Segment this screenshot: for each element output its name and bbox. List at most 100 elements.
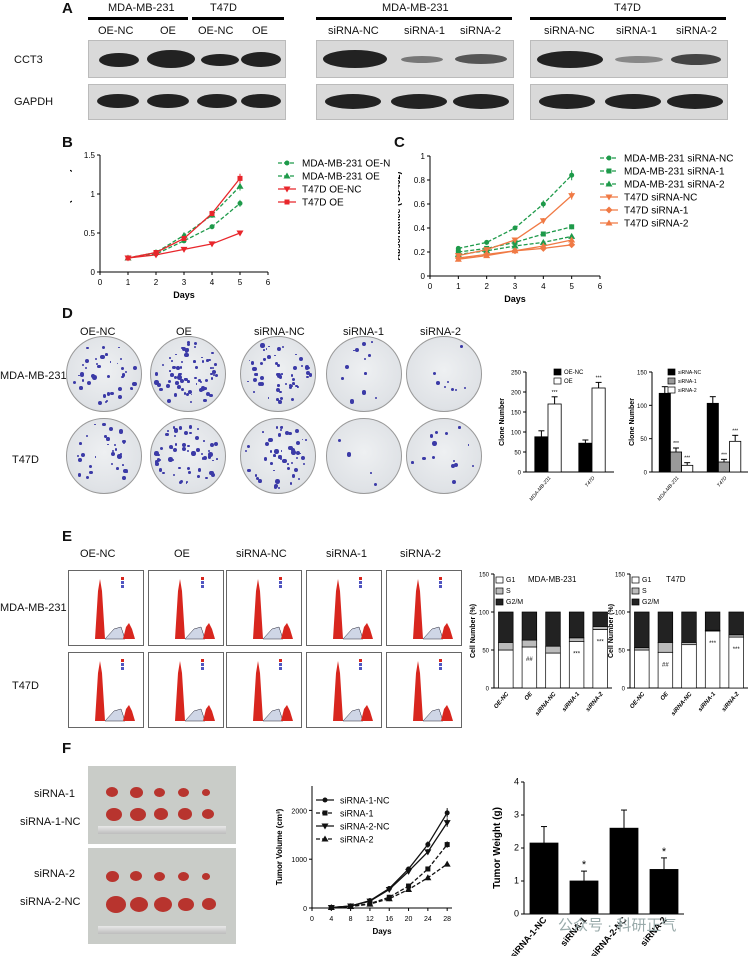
colony bbox=[210, 377, 213, 380]
colony-row-label: T47D bbox=[12, 454, 39, 466]
legend-swatch bbox=[279, 585, 282, 588]
legend-swatch bbox=[631, 587, 640, 595]
legend-label: OE bbox=[564, 379, 573, 385]
colony bbox=[111, 452, 116, 457]
g1-peak bbox=[253, 661, 263, 721]
colony bbox=[187, 340, 191, 344]
data-point bbox=[569, 172, 575, 178]
blot-group-label: MDA-MB-231 bbox=[382, 2, 449, 14]
blot-cct3-mid bbox=[316, 40, 514, 78]
colony bbox=[117, 395, 122, 399]
data-point bbox=[236, 230, 244, 237]
colony bbox=[85, 475, 90, 479]
legend-label: T47D siRNA-1 bbox=[624, 206, 689, 217]
facs-col-label: siRNA-1 bbox=[326, 548, 367, 560]
y-tick-label: 0 bbox=[644, 471, 648, 477]
colony bbox=[267, 397, 270, 399]
data-point bbox=[569, 224, 575, 230]
chart-title: MDA-MB-231 bbox=[528, 575, 577, 584]
colony bbox=[102, 422, 107, 427]
bar-segment bbox=[498, 649, 514, 689]
legend-label: S bbox=[506, 588, 511, 595]
lane-label: OE bbox=[252, 25, 268, 37]
colony bbox=[201, 360, 204, 363]
bar-segment bbox=[681, 644, 697, 689]
bar-segment bbox=[545, 645, 561, 654]
blot-cct3-left bbox=[88, 40, 286, 78]
colony bbox=[291, 461, 293, 464]
data-point bbox=[347, 903, 355, 910]
colony bbox=[186, 343, 190, 347]
data-point bbox=[125, 255, 131, 261]
colony bbox=[169, 456, 172, 459]
panel-letter-e: E bbox=[62, 528, 73, 545]
x-tick-label: 6 bbox=[266, 278, 271, 287]
x-tick-label: T47D bbox=[584, 475, 597, 489]
colony bbox=[197, 379, 201, 383]
colony bbox=[297, 478, 300, 481]
colony bbox=[104, 435, 107, 438]
colony bbox=[168, 370, 171, 372]
colony bbox=[186, 380, 190, 383]
colony bbox=[191, 451, 196, 456]
data-point bbox=[568, 232, 576, 239]
y-tick-label: 150 bbox=[637, 371, 648, 377]
data-point bbox=[153, 250, 159, 255]
tumor bbox=[106, 895, 127, 913]
colony bbox=[178, 466, 181, 470]
colony bbox=[106, 374, 110, 378]
y-tick-label: 250 bbox=[511, 371, 522, 377]
data-point bbox=[425, 842, 431, 848]
g1-peak bbox=[175, 579, 185, 639]
legend-swatch bbox=[121, 585, 124, 588]
significance-label: *** bbox=[709, 641, 717, 647]
culture-dish bbox=[66, 418, 142, 494]
panel-letter-a: A bbox=[62, 0, 73, 17]
colony bbox=[374, 482, 378, 486]
colony bbox=[213, 441, 219, 447]
tumor-photo-top bbox=[88, 766, 236, 844]
facs-col-label: OE-NC bbox=[80, 548, 116, 560]
legend-marker bbox=[605, 206, 613, 214]
x-tick-label: 20 bbox=[405, 916, 413, 923]
colony bbox=[273, 455, 276, 458]
colony bbox=[411, 461, 414, 464]
colony bbox=[111, 449, 115, 453]
y-axis-label: Tumor Volume (cm³) bbox=[275, 808, 284, 885]
colony bbox=[179, 479, 184, 483]
legend-swatch bbox=[439, 659, 442, 662]
colony bbox=[301, 455, 306, 460]
x-tick-label: 24 bbox=[424, 916, 432, 923]
chart-d2: 0 50 100 150 Clone Number *** *** MDA-MB-231 ***… bbox=[629, 368, 748, 502]
colony bbox=[132, 381, 137, 387]
colony bbox=[182, 446, 187, 451]
data-point bbox=[539, 238, 547, 245]
colony bbox=[451, 464, 456, 469]
colony bbox=[257, 479, 262, 483]
bar bbox=[569, 880, 599, 915]
colony bbox=[301, 438, 304, 441]
legend-swatch bbox=[201, 577, 204, 580]
x-tick-label: siRNA-1 bbox=[698, 691, 718, 713]
colony bbox=[306, 371, 311, 375]
culture-dish bbox=[406, 336, 482, 412]
colony bbox=[159, 387, 163, 392]
colony bbox=[156, 382, 161, 387]
tumor bbox=[154, 896, 172, 912]
y-tick-label: 0 bbox=[486, 687, 490, 693]
colony bbox=[185, 348, 189, 352]
colony bbox=[123, 441, 126, 445]
blot-group-label: T47D bbox=[210, 2, 237, 14]
x-tick-label: 6 bbox=[598, 282, 603, 291]
colony bbox=[94, 455, 97, 458]
data-point bbox=[208, 241, 216, 248]
colony bbox=[259, 375, 264, 380]
colony bbox=[278, 433, 282, 437]
colony bbox=[197, 474, 201, 478]
x-tick-label: siRNA-NC bbox=[671, 691, 694, 717]
colony bbox=[278, 486, 281, 489]
legend-swatch bbox=[667, 377, 676, 385]
colony bbox=[114, 448, 117, 451]
bar-segment bbox=[728, 611, 744, 636]
g1-peak bbox=[333, 661, 343, 721]
